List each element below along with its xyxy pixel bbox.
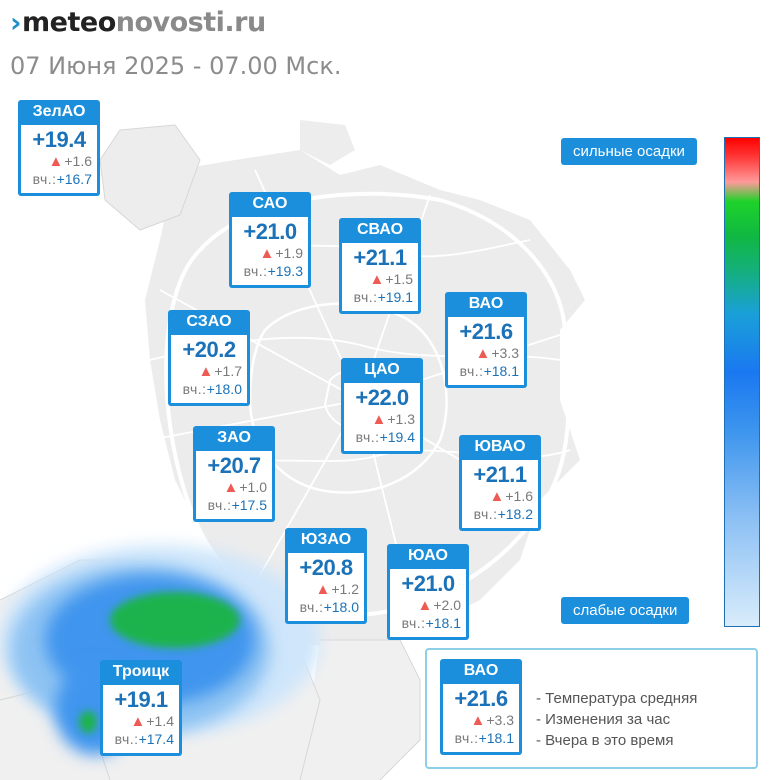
yesterday-prefix: вч.:: [32, 171, 57, 187]
hourly-change: +1.2: [331, 581, 359, 597]
district-name: ВАО: [468, 295, 504, 312]
yesterday-value: +18.0: [206, 381, 242, 397]
yesterday-prefix: вч.:: [353, 289, 378, 305]
site-logo[interactable]: › meteo novosti.ru: [10, 6, 266, 39]
legend-descriptions: - Температура средняя - Изменения за час…: [536, 688, 697, 751]
temperature-value: +20.7: [207, 453, 261, 478]
yesterday-prefix: вч.:: [355, 429, 380, 445]
legend-line-yesterday: - Вчера в это время: [536, 732, 674, 749]
district-name: ВАО: [463, 662, 499, 679]
logo-text-primary: meteo: [22, 7, 116, 38]
district-name: ЦАО: [364, 361, 400, 378]
yesterday-value: +17.4: [138, 731, 174, 747]
trend-up-icon: ▲: [48, 153, 64, 170]
trend-up-icon: ▲: [417, 597, 433, 614]
district-card-troitsk[interactable]: Троицк +19.1 ▲+1.4 вч.:+17.4: [100, 660, 182, 756]
temperature-value: +19.4: [32, 127, 86, 152]
district-card-szao[interactable]: СЗАО +20.2 ▲+1.7 вч.:+18.0: [168, 310, 250, 406]
yesterday-value: +19.4: [379, 429, 415, 445]
district-card-yuzao[interactable]: ЮЗАО +20.8 ▲+1.2 вч.:+18.0: [285, 528, 367, 624]
scale-label-light: слабые осадки: [561, 597, 690, 624]
yesterday-prefix: вч.:: [182, 381, 207, 397]
logo-chevron-icon: ›: [10, 6, 22, 39]
trend-up-icon: ▲: [475, 345, 491, 362]
legend-line-change: - Изменения за час: [536, 711, 671, 728]
temperature-value: +21.6: [454, 686, 508, 711]
hourly-change: +2.0: [433, 597, 461, 613]
yesterday-value: +18.1: [483, 363, 519, 379]
temperature-value: +21.0: [401, 571, 455, 596]
hourly-change: +1.5: [385, 271, 413, 287]
trend-up-icon: ▲: [223, 479, 239, 496]
district-name: ЗАО: [217, 429, 251, 446]
district-name: ЮАО: [408, 547, 448, 564]
temperature-value: +20.8: [299, 555, 353, 580]
district-card-vao[interactable]: ВАО +21.6 ▲+3.3 вч.:+18.1: [445, 292, 527, 388]
yesterday-prefix: вч.:: [473, 506, 498, 522]
district-card-zelao[interactable]: ЗелАО +19.4 ▲+1.6 вч.:+16.7: [18, 100, 100, 196]
legend-example-card: ВАО +21.6 ▲+3.3 вч.:+18.1: [440, 659, 522, 755]
district-name: Троицк: [112, 663, 170, 680]
yesterday-value: +18.1: [425, 615, 461, 631]
yesterday-value: +18.2: [497, 506, 533, 522]
hourly-change: +1.4: [146, 713, 174, 729]
hourly-change: +3.3: [486, 712, 514, 728]
temperature-value: +21.6: [459, 319, 513, 344]
hourly-change: +1.6: [64, 153, 92, 169]
temperature-value: +21.1: [473, 462, 527, 487]
yesterday-prefix: вч.:: [459, 363, 484, 379]
logo-text-secondary: novosti.ru: [115, 7, 266, 38]
hourly-change: +1.6: [505, 488, 533, 504]
yesterday-prefix: вч.:: [114, 731, 139, 747]
temperature-value: +21.0: [243, 219, 297, 244]
yesterday-prefix: вч.:: [401, 615, 426, 631]
yesterday-value: +16.7: [56, 171, 92, 187]
temperature-value: +22.0: [355, 385, 409, 410]
forecast-datetime: 07 Июня 2025 - 07.00 Мск.: [10, 52, 342, 80]
trend-up-icon: ▲: [315, 581, 331, 598]
yesterday-value: +19.3: [267, 263, 303, 279]
yesterday-prefix: вч.:: [207, 497, 232, 513]
temperature-value: +21.1: [353, 245, 407, 270]
district-card-yuvao[interactable]: ЮВАО +21.1 ▲+1.6 вч.:+18.2: [459, 435, 541, 531]
district-card-tsao[interactable]: ЦАО +22.0 ▲+1.3 вч.:+19.4: [341, 358, 423, 454]
temperature-value: +19.1: [114, 687, 168, 712]
yesterday-value: +19.1: [377, 289, 413, 305]
trend-up-icon: ▲: [489, 488, 505, 505]
hourly-change: +1.0: [239, 479, 267, 495]
temperature-value: +20.2: [182, 337, 236, 362]
yesterday-prefix: вч.:: [299, 599, 324, 615]
district-card-svao[interactable]: СВАО +21.1 ▲+1.5 вч.:+19.1: [339, 218, 421, 314]
trend-up-icon: ▲: [198, 363, 214, 380]
scale-label-heavy: сильные осадки: [561, 138, 697, 165]
district-name: СЗАО: [186, 313, 232, 330]
trend-up-icon: ▲: [259, 245, 275, 262]
hourly-change: +1.9: [275, 245, 303, 261]
yesterday-value: +18.1: [478, 730, 514, 746]
district-name: СВАО: [356, 221, 404, 238]
hourly-change: +3.3: [491, 345, 519, 361]
district-card-sao[interactable]: САО +21.0 ▲+1.9 вч.:+19.3: [229, 192, 311, 288]
yesterday-prefix: вч.:: [243, 263, 268, 279]
legend-line-temperature: - Температура средняя: [536, 690, 698, 707]
yesterday-value: +18.0: [323, 599, 359, 615]
precipitation-scale-bar: [724, 137, 760, 627]
hourly-change: +1.7: [214, 363, 242, 379]
yesterday-value: +17.5: [231, 497, 267, 513]
trend-up-icon: ▲: [470, 712, 486, 729]
yesterday-prefix: вч.:: [454, 730, 479, 746]
district-name: ЗелАО: [32, 103, 86, 120]
trend-up-icon: ▲: [369, 271, 385, 288]
hourly-change: +1.3: [387, 411, 415, 427]
district-card-yuao[interactable]: ЮАО +21.0 ▲+2.0 вч.:+18.1: [387, 544, 469, 640]
trend-up-icon: ▲: [371, 411, 387, 428]
district-name: САО: [252, 195, 288, 212]
district-name: ЮВАО: [474, 438, 526, 455]
district-name: ЮЗАО: [300, 531, 352, 548]
precipitation-overlay: [0, 545, 320, 755]
district-card-zao[interactable]: ЗАО +20.7 ▲+1.0 вч.:+17.5: [193, 426, 275, 522]
trend-up-icon: ▲: [130, 713, 146, 730]
